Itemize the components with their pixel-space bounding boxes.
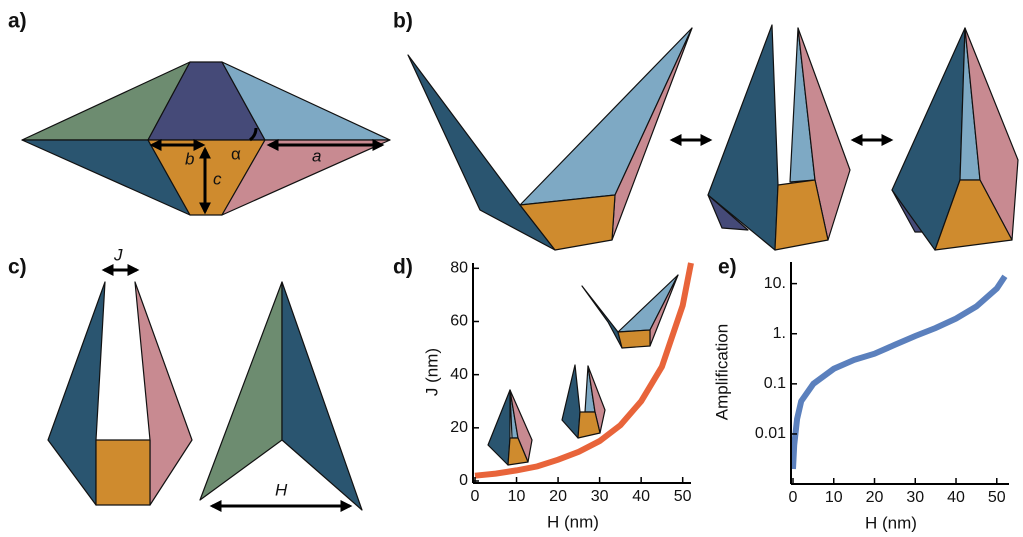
diagram-b (408, 25, 1018, 250)
x-tick-label: 40 (947, 489, 965, 506)
y-axis-label: Amplification (712, 324, 731, 420)
x-tick-label: 30 (591, 488, 609, 505)
data-line (793, 276, 1005, 469)
dim-label: H (275, 480, 288, 499)
dim-label: a (312, 146, 321, 165)
diagram-c: J H (48, 245, 362, 510)
y-tick-label: 1. (773, 325, 786, 342)
figure: a) b) c) d) e) b c α a (0, 0, 1023, 537)
diagram-a: b c α a (22, 62, 390, 215)
panel-label: d) (393, 256, 413, 279)
y-tick-label: 40 (450, 366, 468, 383)
y-tick-label: 80 (450, 260, 468, 277)
x-tick-label: 0 (471, 488, 480, 505)
x-tick-label: 50 (674, 488, 692, 505)
x-tick-label: 10 (825, 489, 843, 506)
x-tick-label: 20 (549, 488, 567, 505)
y-tick-label: 0 (459, 472, 468, 489)
y-tick-label: 0.1 (764, 375, 786, 392)
x-tick-label: 20 (866, 489, 884, 506)
x-tick-label: 50 (988, 489, 1006, 506)
panel-label: e) (718, 256, 737, 279)
angle-label: α (231, 144, 241, 163)
dim-label: b (185, 149, 194, 168)
x-axis-label: H (nm) (547, 512, 599, 531)
x-tick-label: 30 (906, 489, 924, 506)
y-tick-label: 10. (764, 275, 786, 292)
x-axis-label: H (nm) (865, 513, 917, 532)
x-tick-label: 40 (632, 488, 650, 505)
y-axis-label: J (nm) (422, 348, 441, 396)
y-tick-label: 60 (450, 313, 468, 330)
panel-label: a) (8, 10, 27, 33)
panel-label: b) (393, 10, 413, 33)
y-tick-label: 0.01 (755, 425, 786, 442)
y-tick-label: 20 (450, 419, 468, 436)
dim-label: J (113, 245, 123, 264)
x-tick-label: 10 (508, 488, 526, 505)
panel-label: c) (8, 256, 27, 279)
dim-label: c (213, 169, 222, 188)
inset-diagrams (488, 275, 678, 465)
x-tick-label: 0 (789, 489, 798, 506)
